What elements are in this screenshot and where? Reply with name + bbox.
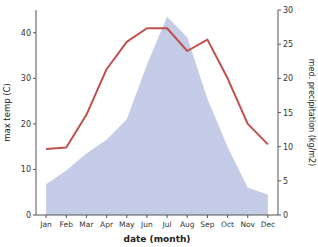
x-tick-label: May — [119, 220, 135, 229]
y2-tick-label: 20 — [283, 74, 293, 83]
x-tick-label: Jul — [162, 220, 172, 229]
x-tick — [227, 215, 228, 218]
y-tick-label: 20 — [21, 120, 31, 129]
y2-tick — [278, 10, 281, 11]
temperature-line — [46, 28, 268, 149]
x-tick — [267, 215, 268, 218]
x-tick-label: Mar — [79, 220, 94, 229]
y2-tick — [278, 112, 281, 113]
y2-axis-label: med. precipitation (kg/m2) — [307, 59, 316, 166]
x-tick — [106, 215, 107, 218]
y2-tick — [278, 44, 281, 45]
x-tick-label: Aug — [180, 220, 195, 229]
x-tick-label: Dec — [261, 220, 276, 229]
chart-container: 0 10 20 30 40 0 5 10 15 20 25 30 Jan Feb Mar Apr May Jun J… — [0, 0, 318, 247]
x-tick-label: Jun — [140, 220, 153, 229]
x-tick-label: Nov — [240, 220, 255, 229]
x-tick — [146, 215, 147, 218]
x-tick-label: Oct — [221, 220, 234, 229]
x-tick-label: Jan — [39, 220, 52, 229]
y-tick — [33, 215, 36, 216]
x-tick — [86, 215, 87, 218]
y-tick-label: 0 — [26, 211, 31, 220]
y2-tick-label: 25 — [283, 40, 293, 49]
x-tick — [46, 215, 47, 218]
x-tick — [207, 215, 208, 218]
y-tick-label: 40 — [21, 29, 31, 38]
x-tick-label: Sep — [200, 220, 214, 229]
y2-tick-label: 5 — [283, 177, 288, 186]
y2-tick-label: 15 — [283, 109, 293, 118]
x-tick-label: Feb — [60, 220, 74, 229]
y-tick — [33, 78, 36, 79]
chart: 0 10 20 30 40 0 5 10 15 20 25 30 Jan Feb Mar Apr May Jun J… — [0, 0, 318, 247]
y-tick — [33, 169, 36, 170]
y2-tick — [278, 78, 281, 79]
y2-tick — [278, 215, 281, 216]
y-tick — [33, 32, 36, 33]
y2-tick-label: 10 — [283, 143, 293, 152]
x-tick — [167, 215, 168, 218]
y-tick-label: 10 — [21, 165, 31, 174]
y2-tick-label: 30 — [283, 6, 293, 15]
y-tick-label: 30 — [21, 74, 31, 83]
y2-tick — [278, 180, 281, 181]
y2-tick — [278, 146, 281, 147]
x-tick — [66, 215, 67, 218]
x-tick — [187, 215, 188, 218]
x-axis-line — [36, 215, 278, 216]
y-axis-label: max temp (C) — [2, 83, 12, 142]
y-axis-line — [36, 10, 37, 215]
x-tick — [247, 215, 248, 218]
y-tick — [33, 123, 36, 124]
x-tick — [126, 215, 127, 218]
precipitation-area — [46, 17, 268, 215]
x-axis-label: date (month) — [124, 234, 191, 244]
y2-tick-label: 0 — [283, 211, 288, 220]
x-tick-label: Apr — [100, 220, 114, 229]
plot-area — [46, 17, 268, 215]
